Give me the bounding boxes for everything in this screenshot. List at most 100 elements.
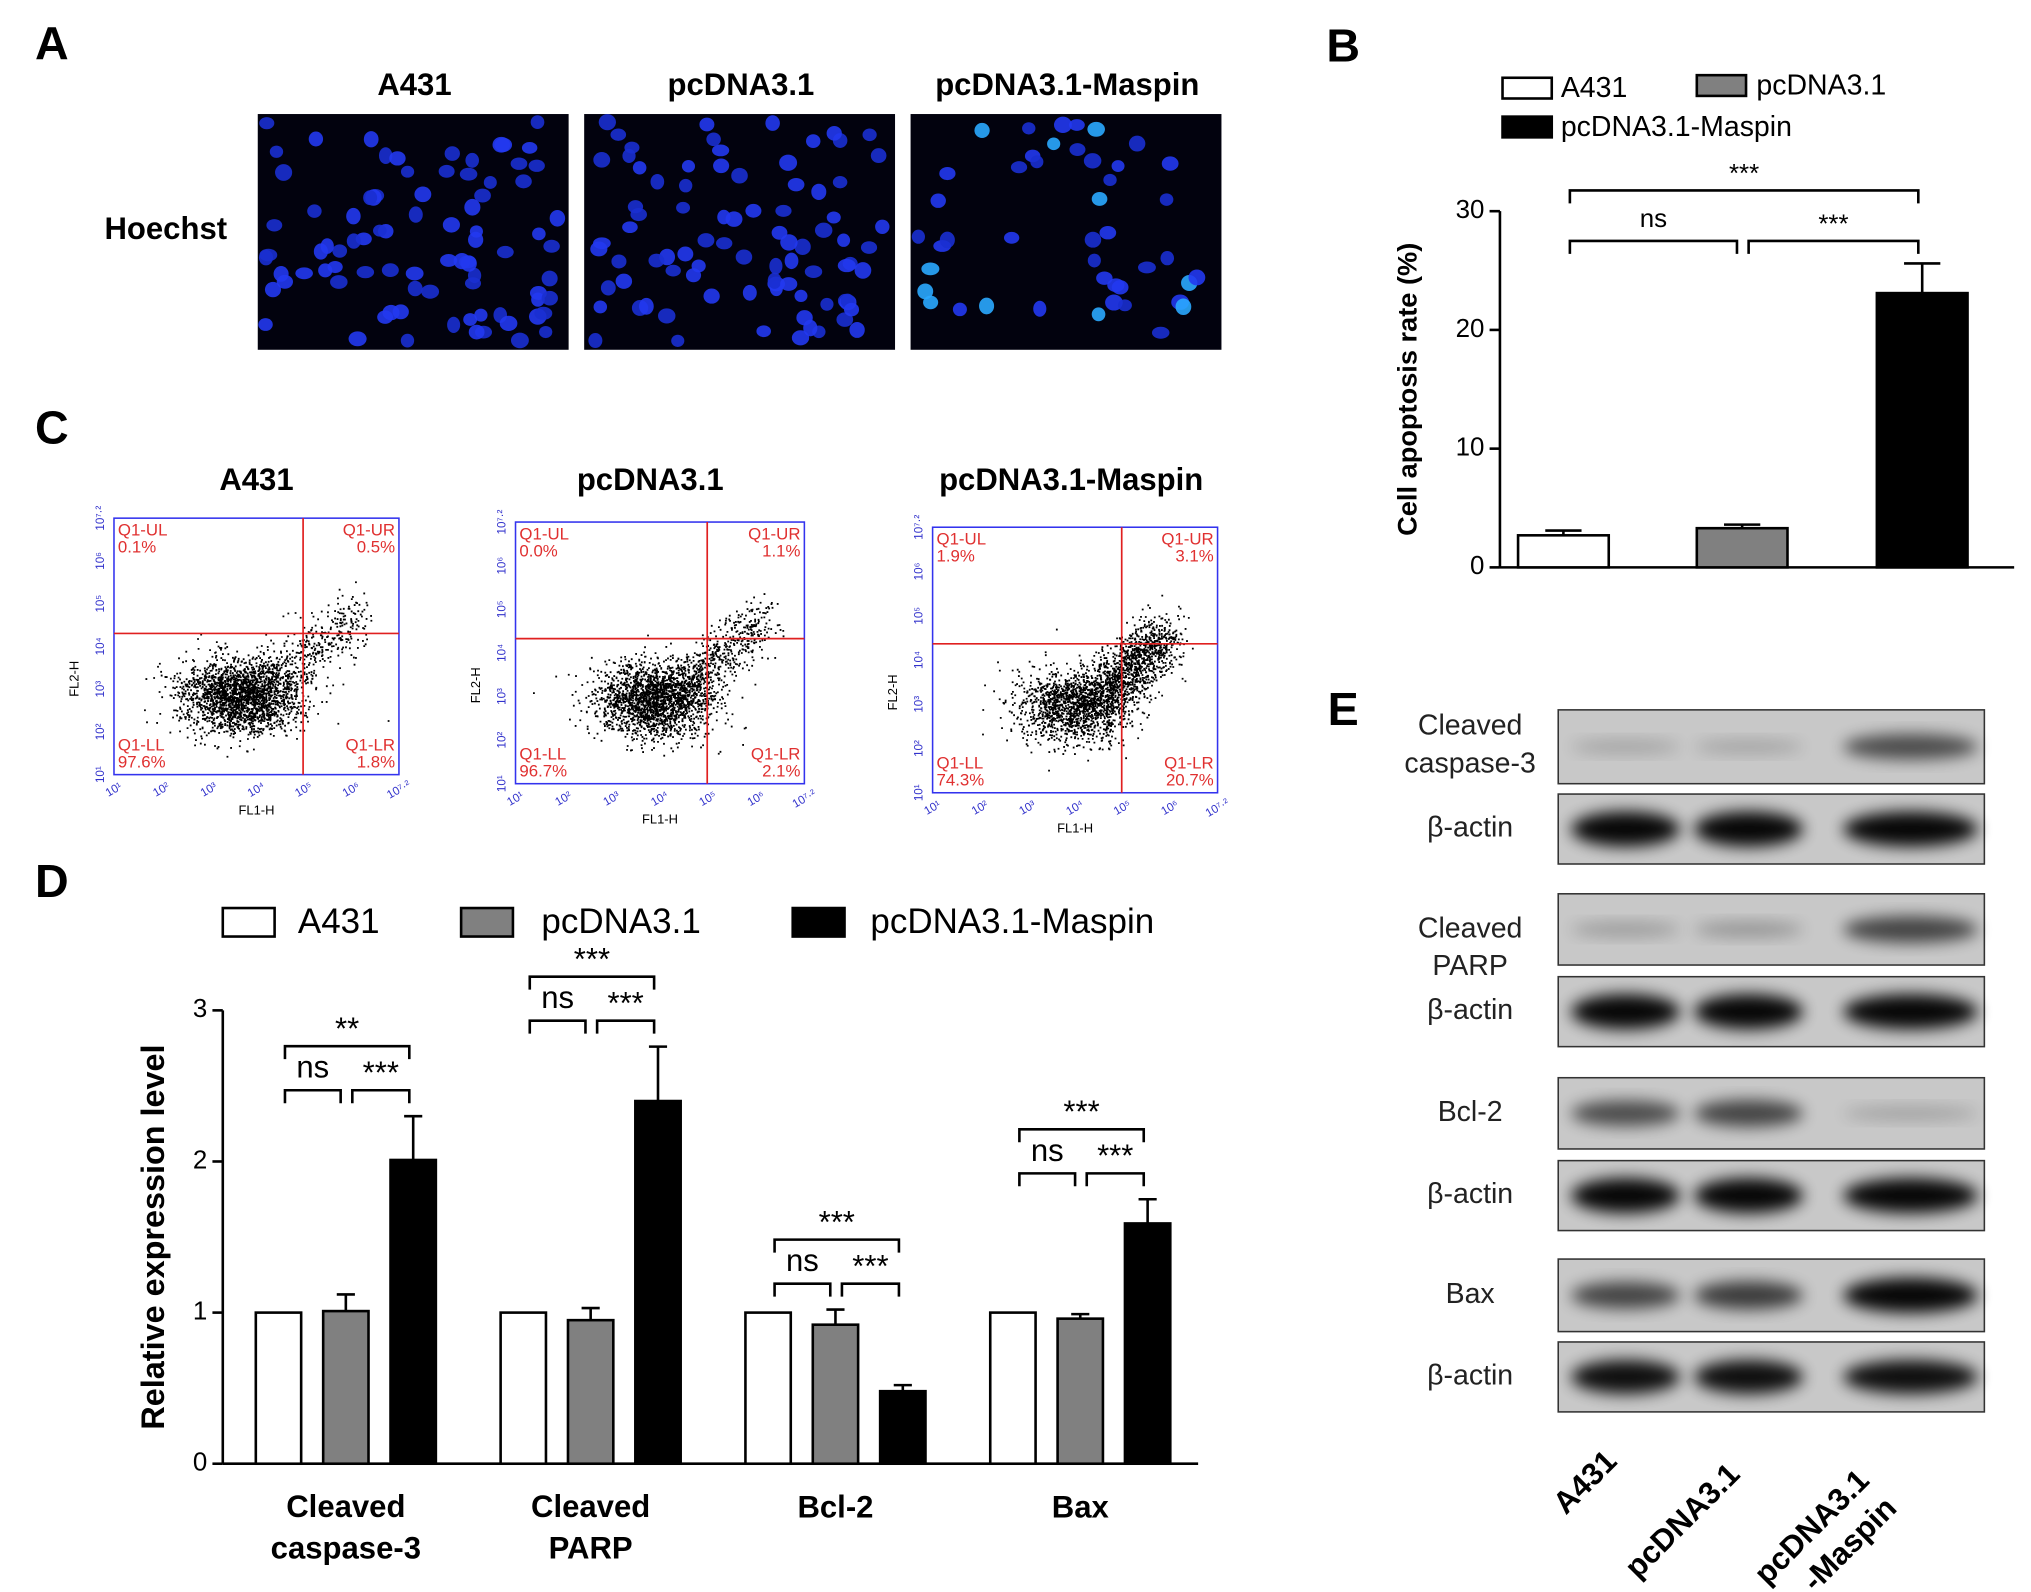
y-tick-label: 1: [193, 1297, 207, 1325]
nucleus: [483, 175, 497, 189]
nucleus: [650, 173, 665, 190]
error-bar: [581, 1306, 600, 1321]
nucleus: [266, 219, 283, 232]
blot-band: [1694, 811, 1804, 847]
nucleus: [679, 178, 693, 193]
flow-y-tick: 10⁴: [913, 651, 926, 669]
x-tick-label: Cleaved PARP: [531, 1489, 650, 1565]
significance-bracket: [283, 1044, 411, 1060]
x-tick-label: Cleaved caspase-3: [271, 1489, 421, 1565]
blot-band: [1571, 1178, 1680, 1214]
quadrant-percent: 1.1%: [762, 541, 800, 560]
flow-x-tick: 10⁵: [697, 789, 719, 809]
quadrant-percent: 2.1%: [762, 761, 800, 780]
nucleus: [532, 227, 546, 241]
nucleus: [832, 176, 848, 189]
error-bar: [404, 1114, 423, 1160]
nucleus: [1083, 153, 1102, 169]
row-label: Hoechst: [104, 211, 227, 246]
nucleus: [528, 159, 545, 172]
nucleus: [1117, 299, 1132, 312]
significance-bracket: [1018, 1172, 1077, 1187]
nucleus: [974, 122, 990, 138]
flow-x-label: FL1-H: [642, 811, 678, 826]
plot-frame: [931, 526, 1219, 794]
lane-label: pcDNA3.1: [1618, 1456, 1747, 1585]
flow-y-tick: 10¹: [496, 775, 509, 792]
nucleus: [442, 217, 460, 233]
nucleus: [541, 270, 558, 287]
nucleus: [780, 277, 798, 291]
legend-swatch: [1501, 115, 1554, 139]
nucleus: [510, 157, 528, 170]
flow-x-tick: 10²: [151, 780, 172, 800]
significance-bracket: [1018, 1128, 1146, 1143]
y-tick-label: 2: [193, 1146, 207, 1174]
nucleus: [794, 238, 811, 255]
nucleus: [407, 280, 423, 297]
blot-band: [1694, 1359, 1804, 1394]
flow-y-label: FL2-H: [67, 661, 82, 697]
flow-dots: [533, 593, 785, 757]
quadrant-percent: 20.7%: [1166, 771, 1214, 790]
nucleus: [860, 241, 878, 254]
blot-band: [1571, 922, 1680, 937]
flow-x-label: FL1-H: [1057, 820, 1093, 835]
micrograph: [257, 114, 569, 350]
error-bar: [893, 1383, 912, 1392]
nucleus: [765, 115, 780, 131]
flow-y-tick: 10⁴: [94, 637, 107, 655]
significance-label: **: [335, 1011, 359, 1046]
nucleus: [658, 308, 676, 324]
flow-y-tick: 10⁵: [94, 595, 107, 613]
flow-x-tick: 10⁴: [245, 780, 267, 800]
legend-swatch: [221, 906, 276, 938]
nucleus: [332, 244, 348, 258]
blot-band: [1843, 811, 1978, 847]
plot-title: pcDNA3.1: [577, 462, 724, 497]
blot-band: [1843, 915, 1978, 943]
legend-label: A431: [1561, 72, 1628, 104]
flow-x-tick: 10⁵: [293, 780, 315, 800]
quadrant-percent: 1.8%: [357, 752, 395, 771]
nucleus: [275, 164, 293, 181]
nucleus: [382, 304, 400, 321]
nucleus: [811, 183, 827, 201]
flow-x-tick: 10³: [198, 780, 219, 800]
nucleus: [464, 198, 481, 216]
nucleus: [648, 253, 665, 268]
nucleus: [496, 245, 514, 259]
x-tick-label: Bcl-2: [797, 1489, 873, 1524]
quadrant-percent: 0.5%: [357, 537, 395, 556]
nucleus: [917, 283, 934, 300]
nucleus: [1087, 253, 1101, 268]
significance-label: ns: [1031, 1133, 1064, 1168]
y-tick-label: 3: [193, 995, 207, 1023]
nucleus: [1175, 298, 1192, 316]
nucleus: [534, 306, 553, 320]
significance-bracket: [528, 975, 656, 990]
nucleus: [826, 211, 841, 224]
quadrant-name: Q1-LR: [1164, 754, 1214, 773]
quadrant-percent: 0.1%: [118, 537, 156, 556]
nucleus: [421, 284, 440, 299]
significance-label: ***: [819, 1204, 855, 1239]
nucleus: [318, 263, 333, 278]
bar: [811, 1323, 860, 1466]
nucleus: [611, 254, 627, 269]
x-tick-label: Bax: [1052, 1489, 1110, 1524]
nucleus: [875, 219, 890, 234]
nucleus: [862, 128, 877, 142]
nucleus: [814, 222, 833, 238]
nucleus: [600, 280, 616, 296]
nucleus: [1103, 173, 1117, 187]
column-title: A431: [377, 67, 451, 102]
quadrant-name: Q1-UR: [343, 521, 395, 540]
nucleus: [1160, 251, 1175, 266]
legend-label: pcDNA3.1: [1756, 69, 1886, 101]
flow-x-tick: 10⁷·²: [790, 787, 818, 811]
significance-bracket: [1568, 189, 1920, 204]
nucleus: [515, 174, 532, 189]
nucleus: [363, 131, 379, 148]
nucleus: [1003, 231, 1020, 244]
